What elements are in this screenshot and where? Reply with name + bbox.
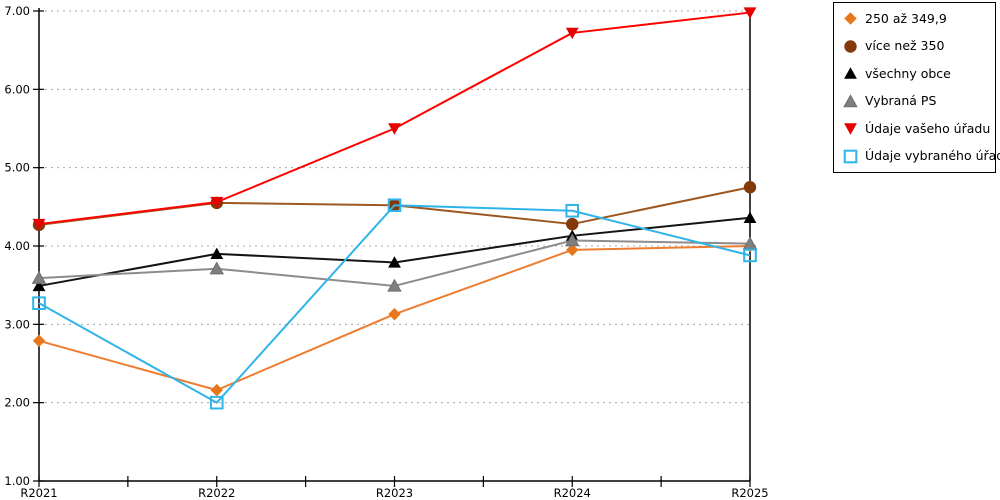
triangle-down-marker	[388, 123, 401, 135]
square-open-marker	[387, 198, 402, 213]
legend-item: Vybraná PS	[834, 91, 995, 111]
series-line	[38, 11, 751, 226]
x-tick-label: R2025	[731, 486, 768, 500]
diamond-marker	[32, 334, 46, 347]
legend-label: Údaje vašeho úřadu	[865, 120, 991, 136]
triangle-down-marker	[743, 7, 757, 19]
square-open-marker	[843, 149, 858, 164]
legend-item: všechny obce	[834, 64, 995, 84]
legend-label: Údaje vybraného úřadu	[865, 148, 1000, 163]
y-tick-label: 4.00	[4, 239, 30, 253]
diamond-marker	[210, 383, 223, 397]
diamond-marker	[844, 12, 857, 25]
triangle-up-marker	[387, 278, 402, 292]
series-6	[32, 198, 757, 410]
series-line	[38, 204, 751, 404]
y-tick-label: 1.00	[4, 474, 30, 488]
x-tick-label: R2023	[376, 486, 413, 500]
triangle-down-marker	[844, 123, 857, 135]
x-tick-label: R2021	[20, 486, 57, 500]
square-open-marker	[209, 395, 224, 410]
triangle-up-marker	[843, 94, 858, 107]
circle-marker	[743, 181, 757, 194]
legend-label: všechny obce	[865, 65, 951, 81]
legend-item: více než 350	[834, 36, 995, 56]
triangle-down-marker	[32, 218, 46, 231]
x-tick-label: R2022	[198, 486, 235, 500]
legend-item: Údaje vybraného úřadu	[834, 146, 1000, 166]
y-tick-label: 6.00	[4, 82, 30, 96]
triangle-up-marker	[210, 247, 224, 260]
square-open-icon	[843, 149, 858, 164]
y-tick-label: 3.00	[4, 317, 30, 331]
legend-label: více než 350	[865, 38, 945, 53]
square-open-marker	[565, 203, 580, 218]
diamond-marker	[388, 307, 401, 321]
diamond-marker	[566, 243, 579, 257]
square-open-marker	[32, 296, 46, 310]
legend-item: Údaje vašeho úřadu	[834, 119, 995, 139]
x-tick-label: R2024	[554, 486, 591, 500]
triangle-down-marker	[210, 196, 224, 209]
legend-label: Vybraná PS	[865, 93, 937, 108]
series-5	[32, 7, 757, 231]
triangle-up-marker	[388, 256, 401, 268]
triangle-up-marker	[844, 67, 857, 79]
triangle-down-icon	[844, 123, 857, 135]
y-tick-label: 7.00	[4, 4, 30, 18]
triangle-up-icon	[843, 94, 858, 107]
legend-label: 250 až 349,9	[865, 10, 947, 26]
triangle-up-marker	[743, 211, 757, 223]
legend-item: 250 až 349,9	[834, 9, 995, 29]
square-open-marker	[743, 248, 757, 263]
diamond-icon	[844, 12, 857, 25]
triangle-down-marker	[565, 27, 579, 40]
triangle-up-marker	[209, 261, 225, 275]
circle-marker	[844, 40, 857, 53]
y-tick-label: 2.00	[4, 396, 30, 410]
series-4	[31, 233, 758, 292]
circle-marker	[566, 217, 579, 231]
series-3	[32, 211, 757, 292]
triangle-up-marker	[31, 270, 47, 284]
triangle-up-marker	[32, 279, 46, 292]
triangle-up-marker	[564, 233, 580, 247]
y-tick-label: 5.00	[4, 161, 30, 175]
legend: 250 až 349,9 více než 350 všechny obce Vybr…	[833, 2, 1000, 173]
triangle-up-icon	[844, 67, 857, 79]
circle-icon	[844, 40, 857, 53]
